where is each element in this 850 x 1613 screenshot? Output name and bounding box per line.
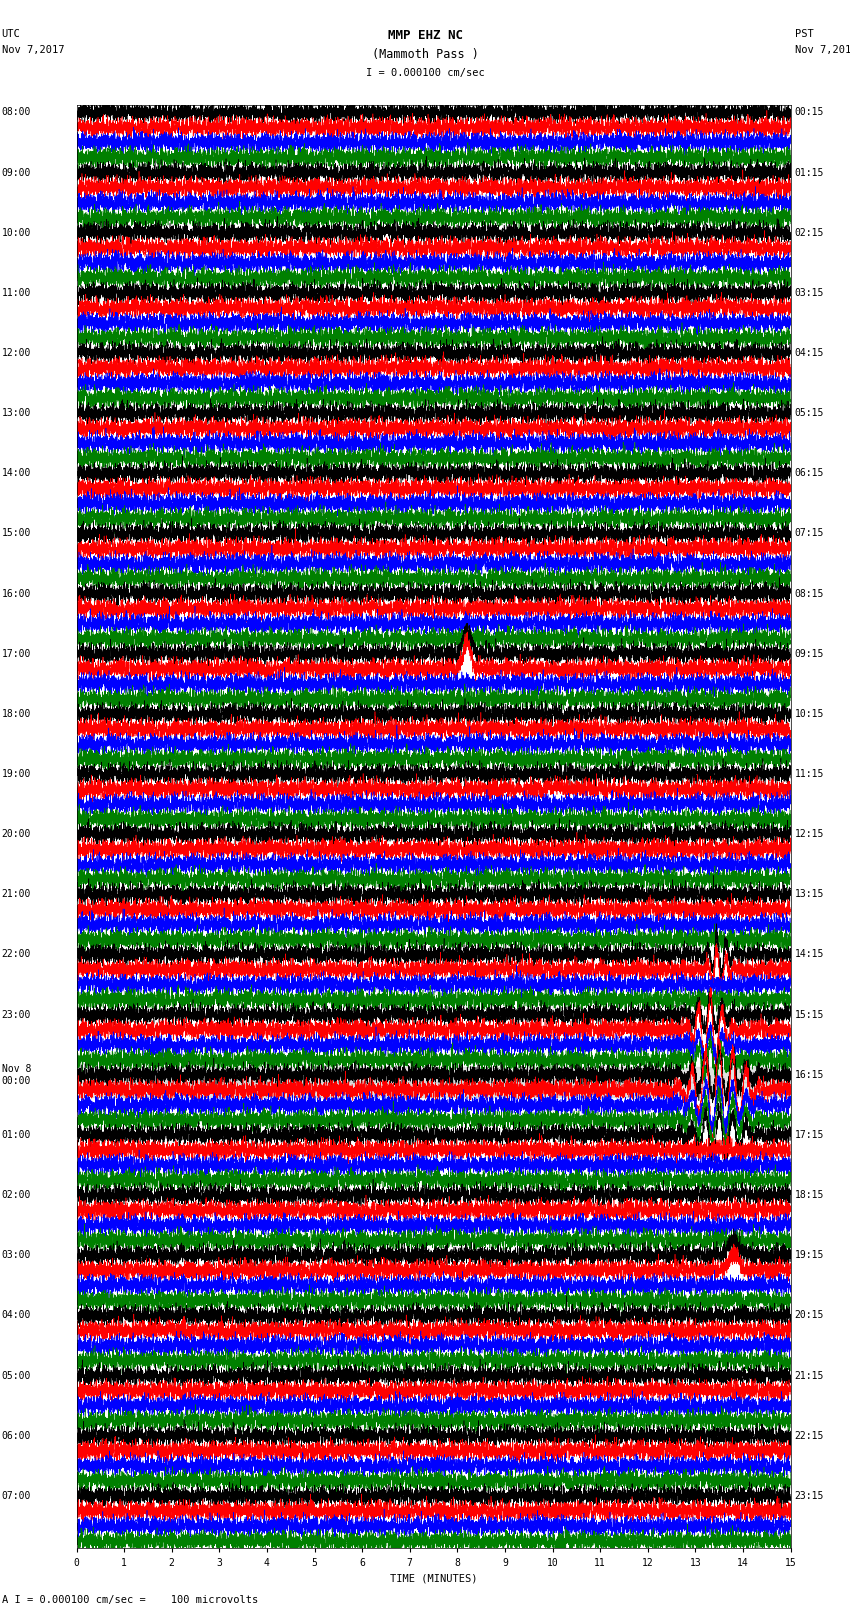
Bar <box>76 1068 791 1082</box>
Text: 19:00: 19:00 <box>2 769 31 779</box>
Text: 23:15: 23:15 <box>795 1490 824 1500</box>
Text: 08:15: 08:15 <box>795 589 824 598</box>
Text: 13:00: 13:00 <box>2 408 31 418</box>
Text: 14:15: 14:15 <box>795 950 824 960</box>
Text: 11:00: 11:00 <box>2 287 31 298</box>
Text: 01:15: 01:15 <box>795 168 824 177</box>
Text: 04:15: 04:15 <box>795 348 824 358</box>
Text: 15:15: 15:15 <box>795 1010 824 1019</box>
Text: 05:00: 05:00 <box>2 1371 31 1381</box>
Text: 03:00: 03:00 <box>2 1250 31 1260</box>
Text: 14:00: 14:00 <box>2 468 31 479</box>
Text: 09:00: 09:00 <box>2 168 31 177</box>
Text: 10:00: 10:00 <box>2 227 31 237</box>
Text: 17:00: 17:00 <box>2 648 31 658</box>
Text: 16:15: 16:15 <box>795 1069 824 1079</box>
Text: 19:15: 19:15 <box>795 1250 824 1260</box>
Text: 12:15: 12:15 <box>795 829 824 839</box>
Bar <box>76 1082 791 1097</box>
Text: 02:15: 02:15 <box>795 227 824 237</box>
Text: Nov 7,2017: Nov 7,2017 <box>795 45 850 55</box>
Text: (Mammoth Pass ): (Mammoth Pass ) <box>371 48 479 61</box>
Text: Nov 7,2017: Nov 7,2017 <box>2 45 65 55</box>
Text: 06:15: 06:15 <box>795 468 824 479</box>
Text: MMP EHZ NC: MMP EHZ NC <box>388 29 462 42</box>
Text: 13:15: 13:15 <box>795 889 824 900</box>
Text: 15:00: 15:00 <box>2 529 31 539</box>
Text: 09:15: 09:15 <box>795 648 824 658</box>
Text: 05:15: 05:15 <box>795 408 824 418</box>
Text: A I = 0.000100 cm/sec =    100 microvolts: A I = 0.000100 cm/sec = 100 microvolts <box>2 1595 258 1605</box>
Text: 12:00: 12:00 <box>2 348 31 358</box>
Text: 07:00: 07:00 <box>2 1490 31 1500</box>
Text: 02:00: 02:00 <box>2 1190 31 1200</box>
Text: 06:00: 06:00 <box>2 1431 31 1440</box>
Text: UTC: UTC <box>2 29 20 39</box>
Text: 21:00: 21:00 <box>2 889 31 900</box>
Text: 22:15: 22:15 <box>795 1431 824 1440</box>
Text: 04:00: 04:00 <box>2 1310 31 1321</box>
Text: 23:00: 23:00 <box>2 1010 31 1019</box>
Text: 18:00: 18:00 <box>2 708 31 719</box>
Text: 18:15: 18:15 <box>795 1190 824 1200</box>
Text: 21:15: 21:15 <box>795 1371 824 1381</box>
Text: 01:00: 01:00 <box>2 1131 31 1140</box>
Text: 22:00: 22:00 <box>2 950 31 960</box>
Text: PST: PST <box>795 29 813 39</box>
Text: 00:15: 00:15 <box>795 108 824 118</box>
Text: 16:00: 16:00 <box>2 589 31 598</box>
Text: 03:15: 03:15 <box>795 287 824 298</box>
Text: Nov 8
00:00: Nov 8 00:00 <box>2 1065 31 1086</box>
Text: 20:15: 20:15 <box>795 1310 824 1321</box>
Text: 11:15: 11:15 <box>795 769 824 779</box>
Text: 07:15: 07:15 <box>795 529 824 539</box>
Text: 17:15: 17:15 <box>795 1131 824 1140</box>
Text: 10:15: 10:15 <box>795 708 824 719</box>
Text: I = 0.000100 cm/sec: I = 0.000100 cm/sec <box>366 68 484 77</box>
X-axis label: TIME (MINUTES): TIME (MINUTES) <box>390 1573 477 1582</box>
Text: 20:00: 20:00 <box>2 829 31 839</box>
Text: 08:00: 08:00 <box>2 108 31 118</box>
